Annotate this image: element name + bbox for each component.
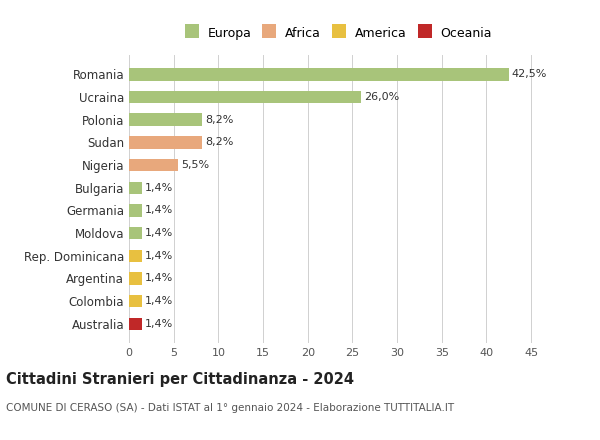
Text: 8,2%: 8,2%: [205, 115, 234, 125]
Text: 1,4%: 1,4%: [145, 319, 173, 329]
Bar: [129, 159, 178, 171]
Text: 8,2%: 8,2%: [205, 137, 234, 147]
Text: 1,4%: 1,4%: [145, 183, 173, 193]
Bar: [129, 91, 361, 103]
Bar: [129, 68, 509, 81]
Bar: [129, 114, 202, 126]
Legend: Europa, Africa, America, Oceania: Europa, Africa, America, Oceania: [186, 27, 492, 40]
Bar: [129, 182, 142, 194]
Bar: [129, 318, 142, 330]
Bar: [129, 136, 202, 149]
Text: COMUNE DI CERASO (SA) - Dati ISTAT al 1° gennaio 2024 - Elaborazione TUTTITALIA.: COMUNE DI CERASO (SA) - Dati ISTAT al 1°…: [6, 403, 454, 413]
Text: 1,4%: 1,4%: [145, 296, 173, 306]
Bar: [129, 204, 142, 216]
Bar: [129, 272, 142, 285]
Text: 1,4%: 1,4%: [145, 274, 173, 283]
Text: Cittadini Stranieri per Cittadinanza - 2024: Cittadini Stranieri per Cittadinanza - 2…: [6, 372, 354, 387]
Text: 26,0%: 26,0%: [364, 92, 400, 102]
Text: 42,5%: 42,5%: [512, 70, 547, 79]
Bar: [129, 295, 142, 308]
Bar: [129, 249, 142, 262]
Text: 1,4%: 1,4%: [145, 251, 173, 261]
Text: 5,5%: 5,5%: [181, 160, 209, 170]
Bar: [129, 227, 142, 239]
Text: 1,4%: 1,4%: [145, 228, 173, 238]
Text: 1,4%: 1,4%: [145, 205, 173, 216]
